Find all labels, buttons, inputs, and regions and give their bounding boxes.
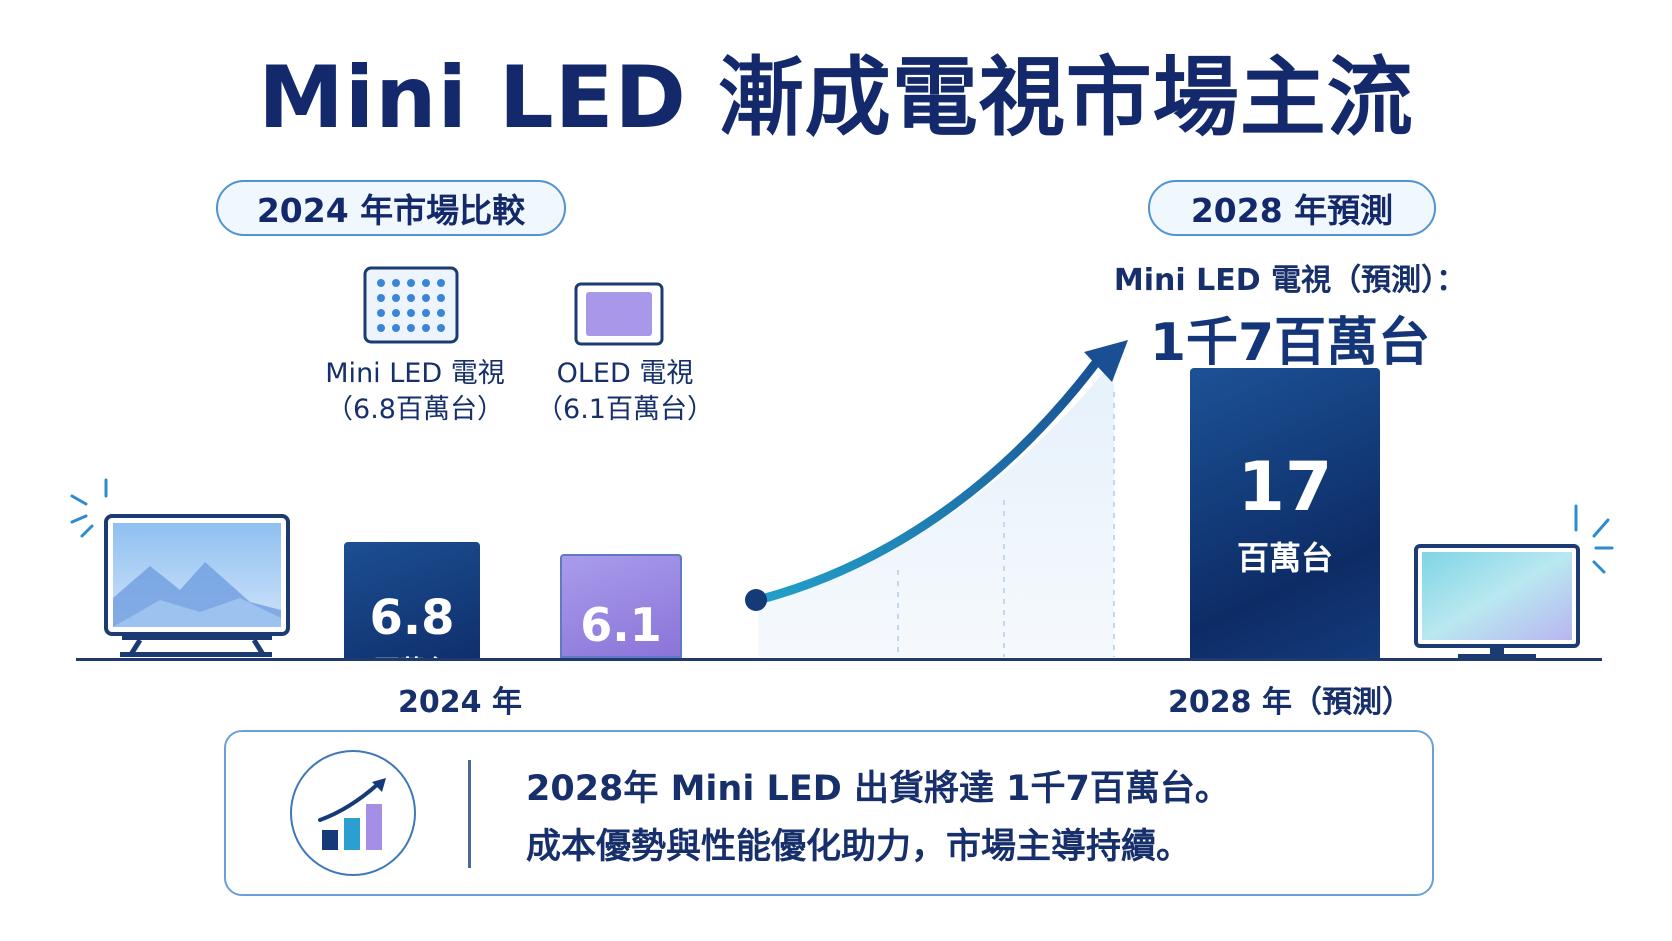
summary-line-2: 成本優勢與性能優化助力，市場主導持續。 <box>526 827 1192 867</box>
section-pill-2028: 2028 年預測 <box>1148 180 1436 236</box>
oled-panel-icon <box>574 282 664 346</box>
bar-value-label: 6.8 <box>369 590 455 646</box>
forecast-heading: Mini LED 電視（預測）： <box>1113 263 1467 298</box>
bar-unit-label: 百萬台 <box>1236 539 1333 577</box>
page-title: Mini LED 漸成電視市場主流 <box>258 48 1414 148</box>
summary-box: 2028年 Mini LED 出貨將達 1千7百萬台。 成本優勢與性能優化助力，… <box>224 730 1434 896</box>
summary-line-1: 2028年 Mini LED 出貨將達 1千7百萬台。 <box>526 769 1230 809</box>
forecast-value: 1千7百萬台 <box>1149 313 1431 373</box>
x-axis-label-2028: 2028 年（預測） <box>1168 685 1412 720</box>
bar-mini-led-2024: 6.8 百萬台 <box>344 542 480 684</box>
monitor-icon <box>1414 504 1614 659</box>
trend-arrow-icon <box>745 340 1128 657</box>
bar-unit-label: 百萬台 <box>583 660 659 690</box>
oled-2024-label: OLED 電視 （6.1百萬台） <box>510 356 740 428</box>
led-grid-icon <box>363 266 459 344</box>
chart-baseline <box>76 658 1602 661</box>
bar-mini-led-2028: 17 百萬台 <box>1190 368 1380 658</box>
mini-led-label-line2: （6.8百萬台） <box>326 394 504 425</box>
section-pill-2024: 2024 年市場比較 <box>216 180 566 236</box>
tv-icon <box>70 478 290 658</box>
bar-value-label: 6.1 <box>580 597 662 652</box>
summary-divider <box>468 760 471 868</box>
oled-label-line1: OLED 電視 <box>556 358 694 389</box>
mini-led-2024-label: Mini LED 電視 （6.8百萬台） <box>300 356 530 428</box>
bar-oled-2024: 6.1 百萬台 <box>560 553 682 690</box>
oled-label-line2: （6.1百萬台） <box>536 394 714 425</box>
bar-value-label: 17 <box>1237 448 1333 527</box>
x-axis-label-2024: 2024 年 <box>398 685 522 720</box>
growth-chart-icon <box>290 750 416 876</box>
mini-led-label-line1: Mini LED 電視 <box>325 358 505 389</box>
